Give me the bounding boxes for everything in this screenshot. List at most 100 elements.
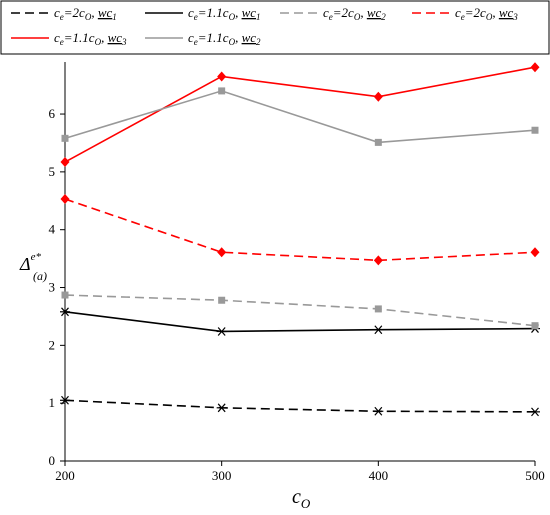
y-tick-label: 1 <box>49 395 56 410</box>
legend-label: ce=2cO, wc1 <box>54 5 117 22</box>
legend-label-part: =1.1c <box>64 30 95 45</box>
y-tick-label: 3 <box>49 280 56 295</box>
y-tick-label: 4 <box>49 222 56 237</box>
legend-label-part: wc <box>242 30 257 45</box>
legend-label: ce=2cO, wc3 <box>455 5 518 22</box>
square-marker <box>531 322 539 330</box>
star-marker <box>530 407 540 417</box>
star-marker <box>216 327 227 336</box>
legend-label-part: e <box>194 37 198 47</box>
legend-label: ce=2cO, wc2 <box>323 5 386 22</box>
square-marker <box>374 305 382 313</box>
legend-label-part: wc <box>98 5 113 20</box>
y-tick-label: 6 <box>49 106 56 121</box>
legend-label-part: O <box>95 37 102 47</box>
legend-label-part: , <box>91 5 98 20</box>
legend-label-part: , <box>101 30 108 45</box>
legend-label-part: O <box>229 12 236 22</box>
star-marker <box>373 406 384 416</box>
legend-label-part: 1 <box>256 12 261 22</box>
series-path <box>64 90 536 144</box>
legend-label-part: c <box>323 5 329 20</box>
legend-label-part: 1 <box>112 12 117 22</box>
series-path <box>64 399 536 413</box>
legend-label-part: e <box>194 12 198 22</box>
legend-item: ce=1.1cO, wc2 <box>145 30 261 47</box>
star-marker <box>60 395 70 405</box>
legend-label-part: wc <box>367 5 382 20</box>
legend-label-part: c <box>54 5 60 20</box>
axes <box>64 62 535 462</box>
x-tick-label: 500 <box>525 468 545 483</box>
square-marker <box>531 126 539 134</box>
legend-label-part: 2 <box>381 12 386 22</box>
legend-label-part: c <box>188 30 194 45</box>
legend-label-part: , <box>492 5 499 20</box>
series-path <box>64 198 536 262</box>
legend-label-part: =2c <box>64 5 85 20</box>
legend-label-part: c <box>455 5 461 20</box>
x-tick-label: 200 <box>55 468 75 483</box>
series-path <box>64 294 536 327</box>
legend-box <box>0 0 550 55</box>
legend-item: ce=2cO, wc1 <box>11 5 117 22</box>
legend-label-part: , <box>235 30 242 45</box>
legend-label-part: O <box>354 12 361 22</box>
x-axis-title: cO <box>292 486 311 511</box>
legend-label-part: wc <box>108 30 123 45</box>
legend-label-part: O <box>229 37 236 47</box>
legend-label-part: 3 <box>121 37 127 47</box>
legend-label-part: 2 <box>256 37 261 47</box>
diamond-marker <box>60 157 70 168</box>
legend-item: ce=2cO, wc2 <box>280 5 386 22</box>
legend-label-part: =2c <box>465 5 486 20</box>
square-marker <box>218 296 226 304</box>
legend-label-part: , <box>235 5 242 20</box>
square-marker <box>218 87 226 95</box>
square-marker <box>61 291 69 299</box>
legend-label-part: , <box>360 5 367 20</box>
y-axis-title-sup: e* <box>31 251 42 263</box>
diamond-marker <box>60 194 70 205</box>
legend-item: ce=2cO, wc3 <box>412 5 518 22</box>
series-line <box>60 307 540 336</box>
legend: ce=2cO, wc1 ce=1.1cO, wc1 ce=2cO, wc2 ce=2c… <box>11 5 518 47</box>
star-marker <box>60 307 70 317</box>
x-tick-label: 400 <box>369 468 389 483</box>
legend-label-part: =1.1c <box>198 30 229 45</box>
diamond-marker <box>373 255 383 266</box>
diamond-marker <box>217 71 227 82</box>
y-axis-title-sub: (a) <box>33 269 47 283</box>
legend-label-part: =1.1c <box>198 5 229 20</box>
diamond-marker <box>530 247 540 258</box>
x-ticks: 200 300 400 500 <box>55 461 545 483</box>
diamond-marker <box>530 62 540 73</box>
legend-label-part: wc <box>242 5 257 20</box>
y-tick-label: 0 <box>49 453 56 468</box>
legend-label-part: O <box>486 12 493 22</box>
legend-label-part: e <box>329 12 333 22</box>
legend-label-part: 3 <box>512 12 518 22</box>
y-axis-title-main: Δ <box>19 254 31 274</box>
y-axis-title: Δe* (a) <box>19 251 47 283</box>
x-axis-title-main: c <box>292 486 301 508</box>
legend-label-part: wc <box>499 5 514 20</box>
legend-label-part: O <box>85 12 92 22</box>
legend-item: ce=1.1cO, wc3 <box>11 30 127 47</box>
legend-label-part: =2c <box>333 5 354 20</box>
series-line <box>61 291 539 330</box>
series-layer <box>60 62 540 417</box>
legend-label: ce=1.1cO, wc1 <box>188 5 261 22</box>
y-tick-label: 5 <box>49 164 56 179</box>
legend-label: ce=1.1cO, wc2 <box>188 30 261 47</box>
diamond-marker <box>217 247 227 258</box>
legend-label: ce=1.1cO, wc3 <box>54 30 127 47</box>
y-tick-label: 2 <box>49 337 56 352</box>
series-line <box>61 87 539 146</box>
series-line <box>60 395 540 417</box>
legend-label-part: c <box>188 5 194 20</box>
series-line <box>60 62 540 168</box>
y-ticks: 0 1 2 3 4 5 6 <box>49 106 65 468</box>
star-marker <box>373 325 384 335</box>
